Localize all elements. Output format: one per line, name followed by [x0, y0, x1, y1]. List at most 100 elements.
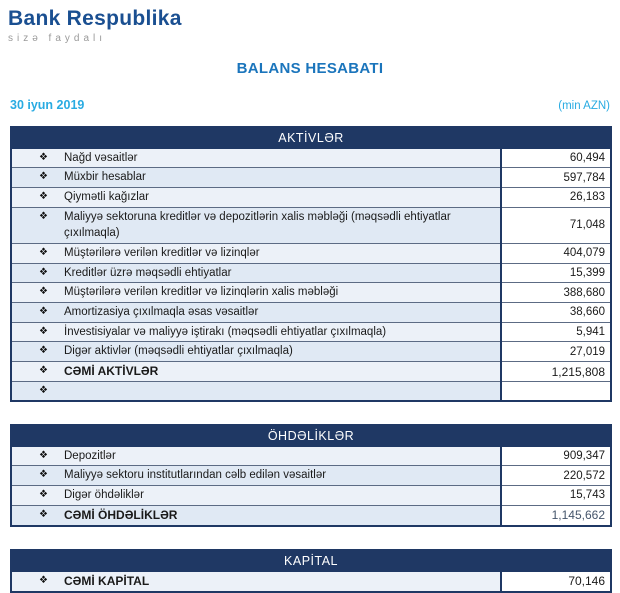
- row-label-cell: ❖ CƏMİ KAPİTAL: [11, 570, 502, 593]
- row-label-cell: ❖ Müxbir hesablar: [11, 167, 502, 188]
- row-label-cell: ❖ Müştərilərə verilən kreditlər və lizinq…: [11, 282, 502, 303]
- table-row: ❖ Maliyyə sektoruna kreditlər və depozitl…: [11, 206, 612, 244]
- row-value: 60,494: [501, 147, 612, 169]
- row-label: Nağd vəsaitlər: [64, 151, 138, 164]
- row-label: İnvestisiyalar və maliyyə iştirakı (məqs…: [64, 325, 387, 338]
- diamond-bullet-icon: ❖: [39, 266, 48, 278]
- bank-logo-title: Bank Respublika: [8, 7, 182, 30]
- row-label: Qiymətli kağızlar: [64, 190, 149, 203]
- diamond-bullet-icon: ❖: [39, 305, 48, 317]
- diamond-bullet-icon: ❖: [39, 190, 48, 202]
- row-label: Amortizasiya çıxılmaqla əsas vəsaitlər: [64, 305, 259, 318]
- diamond-bullet-icon: ❖: [39, 246, 48, 258]
- row-label: Digər öhdəliklər: [64, 489, 144, 502]
- row-label-cell: ❖ CƏMİ ÖHDƏLİKLƏR: [11, 504, 502, 527]
- row-value: 1,215,808: [501, 360, 612, 383]
- row-value: 388,680: [501, 282, 612, 303]
- row-value: 27,019: [501, 341, 612, 362]
- row-value: 404,079: [501, 242, 612, 264]
- table-row: ❖ Depozitlər 909,347: [11, 445, 611, 467]
- row-label-cell: ❖ Depozitlər: [11, 445, 502, 467]
- diamond-bullet-icon: ❖: [39, 508, 48, 520]
- report-date: 30 iyun 2019: [10, 98, 85, 112]
- table-row: ❖ İnvestisiyalar və maliyyə iştirakı (məq…: [11, 321, 612, 343]
- row-label: Depozitlər: [64, 449, 116, 462]
- table-row: ❖ Müxbir hesablar 597,784: [11, 167, 612, 188]
- table-row: ❖ CƏMİ KAPİTAL 70,146: [11, 570, 612, 593]
- row-label-cell: ❖ Maliyyə sektoruna kreditlər və depozitl…: [11, 206, 502, 244]
- diamond-bullet-icon: ❖: [39, 364, 48, 376]
- row-label-cell: ❖ CƏMİ AKTİVLƏR: [11, 360, 502, 383]
- capital-table: KAPİTAL ❖ CƏMİ KAPİTAL 70,146: [10, 549, 613, 593]
- table-row: ❖ Amortizasiya çıxılmaqla əsas vəsaitlər 3…: [11, 301, 612, 323]
- row-value: 26,183: [501, 186, 612, 208]
- liabilities-table: ÖHDƏLİKLƏR ❖ Depozitlər 909,347 ❖ Maliyyə se…: [10, 424, 612, 528]
- table-row: ❖: [11, 381, 612, 402]
- table-row: ❖ CƏMİ AKTİVLƏR 1,215,808: [11, 360, 612, 383]
- diamond-bullet-icon: ❖: [39, 286, 48, 298]
- bank-logo: Bank Respublika sizə faydalı: [0, 0, 620, 44]
- table-row: ❖ Müştərilərə verilən kreditlər və lizinq…: [11, 282, 612, 303]
- bank-logo-tagline: sizə faydalı: [8, 33, 107, 44]
- row-label: Maliyyə sektoru institutlarından cəlb ed…: [64, 469, 327, 482]
- row-label-cell: ❖ Qiymətli kağızlar: [11, 186, 502, 208]
- table-row: ❖ Müştərilərə verilən kreditlər və lizinq…: [11, 242, 612, 264]
- table-row: ❖ CƏMİ ÖHDƏLİKLƏR 1,145,662: [11, 504, 611, 527]
- row-label-cell: ❖ Maliyyə sektoru institutlarından cəlb e…: [11, 465, 502, 487]
- row-label: Müştərilərə verilən kreditlər və lizinql…: [64, 246, 260, 259]
- row-label-cell: ❖ Digər aktivlər (məqsədli ehtiyatlar çıx…: [11, 341, 502, 362]
- row-label-cell: ❖ Müştərilərə verilən kreditlər və lizinq…: [11, 242, 502, 264]
- row-label: Müştərilərə verilən kreditlər və lizinql…: [64, 286, 339, 299]
- row-value: 15,743: [501, 485, 611, 506]
- section-header-assets: AKTİVLƏR: [10, 126, 612, 149]
- row-label-cell: ❖ Nağd vəsaitlər: [11, 147, 502, 169]
- diamond-bullet-icon: ❖: [39, 449, 48, 461]
- row-value: 5,941: [501, 321, 612, 343]
- row-label: CƏMİ ÖHDƏLİKLƏR: [64, 507, 178, 522]
- row-label: CƏMİ KAPİTAL: [64, 573, 150, 588]
- assets-table: AKTİVLƏR ❖ Nağd vəsaitlər 60,494 ❖ Müxbir he…: [10, 126, 613, 403]
- diamond-bullet-icon: ❖: [39, 385, 48, 397]
- row-label-cell: ❖ Amortizasiya çıxılmaqla əsas vəsaitlər: [11, 301, 502, 323]
- diamond-bullet-icon: ❖: [39, 469, 48, 481]
- diamond-bullet-icon: ❖: [39, 325, 48, 337]
- diamond-bullet-icon: ❖: [39, 489, 48, 501]
- section-header-liabilities: ÖHDƏLİKLƏR: [10, 424, 612, 447]
- table-row: ❖ Qiymətli kağızlar 26,183: [11, 186, 612, 208]
- row-label: Maliyyə sektoruna kreditlər və depozitlə…: [64, 210, 451, 240]
- row-value: 1,145,662: [501, 504, 611, 527]
- row-label: Digər aktivlər (məqsədli ehtiyatlar çıxı…: [64, 345, 293, 358]
- diamond-bullet-icon: ❖: [39, 151, 48, 163]
- row-label-cell: ❖ Kreditlər üzrə məqsədli ehtiyatlar: [11, 262, 502, 284]
- diamond-bullet-icon: ❖: [39, 574, 48, 586]
- row-label-cell: ❖: [11, 381, 502, 402]
- report-unit: (min AZN): [558, 100, 610, 112]
- table-row: ❖ Nağd vəsaitlər 60,494: [11, 147, 612, 169]
- row-value: 909,347: [501, 445, 611, 467]
- section-header-row: ÖHDƏLİKLƏR: [10, 424, 612, 447]
- diamond-bullet-icon: ❖: [39, 210, 48, 222]
- diamond-bullet-icon: ❖: [39, 345, 48, 357]
- row-value: 15,399: [501, 262, 612, 284]
- section-header-capital: KAPİTAL: [10, 549, 612, 572]
- table-row: ❖ Digər aktivlər (məqsədli ehtiyatlar çıx…: [11, 341, 612, 362]
- row-label: Müxbir hesablar: [64, 171, 146, 184]
- report-meta: 30 iyun 2019 (min AZN): [10, 98, 610, 112]
- diamond-bullet-icon: ❖: [39, 171, 48, 183]
- table-row: ❖ Kreditlər üzrə məqsədli ehtiyatlar 15,39…: [11, 262, 612, 284]
- row-value: 597,784: [501, 167, 612, 188]
- row-label: CƏMİ AKTİVLƏR: [64, 363, 159, 378]
- row-label: Kreditlər üzrə məqsədli ehtiyatlar: [64, 266, 232, 279]
- row-label-cell: ❖ İnvestisiyalar və maliyyə iştirakı (məq…: [11, 321, 502, 343]
- table-row: ❖ Digər öhdəliklər 15,743: [11, 485, 611, 506]
- row-value: [501, 381, 612, 402]
- row-value: 38,660: [501, 301, 612, 323]
- row-value: 220,572: [501, 465, 611, 487]
- row-label-cell: ❖ Digər öhdəliklər: [11, 485, 502, 506]
- row-value: 70,146: [501, 570, 612, 593]
- section-header-row: KAPİTAL: [10, 549, 612, 572]
- page-title: BALANS HESABATI: [236, 60, 384, 77]
- table-row: ❖ Maliyyə sektoru institutlarından cəlb e…: [11, 465, 611, 487]
- section-header-row: AKTİVLƏR: [10, 126, 612, 149]
- row-value: 71,048: [501, 206, 612, 244]
